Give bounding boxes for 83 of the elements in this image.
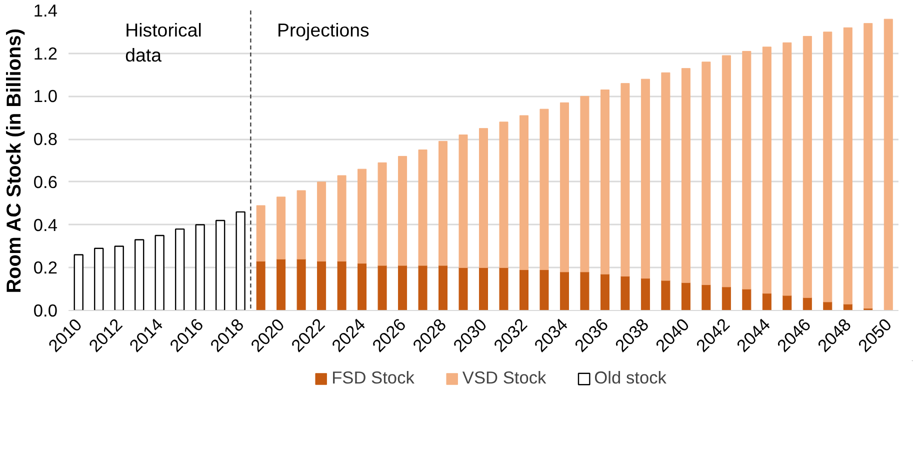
bar: [236, 211, 246, 310]
y-tick-label: 0.4: [33, 214, 58, 235]
bar: [337, 260, 346, 310]
bar: [681, 68, 690, 283]
bar: [378, 162, 387, 266]
y-tick-label: 1.0: [33, 86, 58, 106]
bar: [317, 182, 326, 262]
bar: [802, 36, 812, 298]
bar: [337, 175, 346, 262]
bar: [722, 55, 731, 288]
bar: [702, 62, 711, 286]
bar: [661, 280, 670, 310]
bar: [640, 78, 650, 279]
bar: [560, 102, 569, 272]
bar: [762, 46, 772, 294]
bar: [519, 270, 528, 310]
y-tick-label: 1.4: [33, 0, 58, 20]
bar: [358, 168, 367, 264]
bar: [560, 272, 569, 310]
bar: [256, 260, 266, 310]
bar: [296, 190, 306, 260]
bar: [540, 270, 549, 310]
bar: [519, 115, 528, 270]
bar: [620, 276, 630, 310]
bar: [702, 284, 711, 310]
bar: [762, 293, 772, 310]
bar: [540, 108, 549, 270]
bar: [154, 234, 164, 310]
bar: [479, 267, 488, 310]
bar: [174, 228, 185, 310]
bar: [782, 295, 792, 310]
bar: [884, 18, 893, 310]
bar: [600, 90, 610, 274]
bar: [418, 265, 428, 310]
bar: [681, 282, 690, 310]
bar: [722, 286, 731, 310]
bar: [600, 274, 610, 310]
y-tick-label: 0.0: [33, 300, 58, 320]
bar: [378, 265, 387, 310]
y-tick-label: 0.2: [33, 258, 58, 278]
bar: [802, 297, 812, 310]
bar: [74, 254, 84, 310]
y-tick-label: 1.2: [33, 43, 58, 64]
bar: [479, 128, 488, 268]
bar: [864, 23, 873, 309]
bar: [114, 246, 124, 310]
legend-label: FSD Stock: [332, 368, 414, 388]
annotation: Historical data: [125, 20, 202, 66]
bar: [499, 122, 508, 268]
bar: [782, 42, 792, 296]
bar: [458, 134, 468, 268]
legend-label: Old stock: [594, 368, 666, 388]
bar: [438, 265, 448, 310]
bar: [823, 32, 832, 302]
bar: [438, 140, 448, 266]
bar: [317, 260, 326, 310]
bar: [256, 205, 266, 262]
bar: [195, 224, 205, 310]
bar: [215, 220, 226, 310]
bar: [398, 265, 408, 310]
y-axis-title: Room AC Stock (in Billions): [3, 28, 26, 294]
bar: [620, 83, 630, 276]
bar: [276, 196, 286, 260]
bar: [398, 156, 408, 266]
bar: [843, 27, 852, 304]
bar: [296, 258, 306, 310]
bar: [499, 267, 508, 310]
bar: [418, 150, 428, 266]
bar: [742, 50, 752, 290]
bar: [580, 272, 590, 310]
bar: [742, 288, 752, 310]
legend-label: VSD Stock: [462, 368, 546, 388]
bar: [134, 239, 144, 310]
bar: [640, 278, 650, 310]
bar: [276, 258, 286, 310]
bar: [580, 96, 590, 272]
bar: [458, 267, 468, 310]
bar: [661, 72, 670, 281]
annotation: Projections: [277, 20, 370, 40]
bar: [358, 263, 367, 310]
bar: [94, 248, 104, 310]
y-tick-label: 0.6: [33, 172, 58, 192]
y-tick-label: 0.8: [33, 129, 58, 150]
